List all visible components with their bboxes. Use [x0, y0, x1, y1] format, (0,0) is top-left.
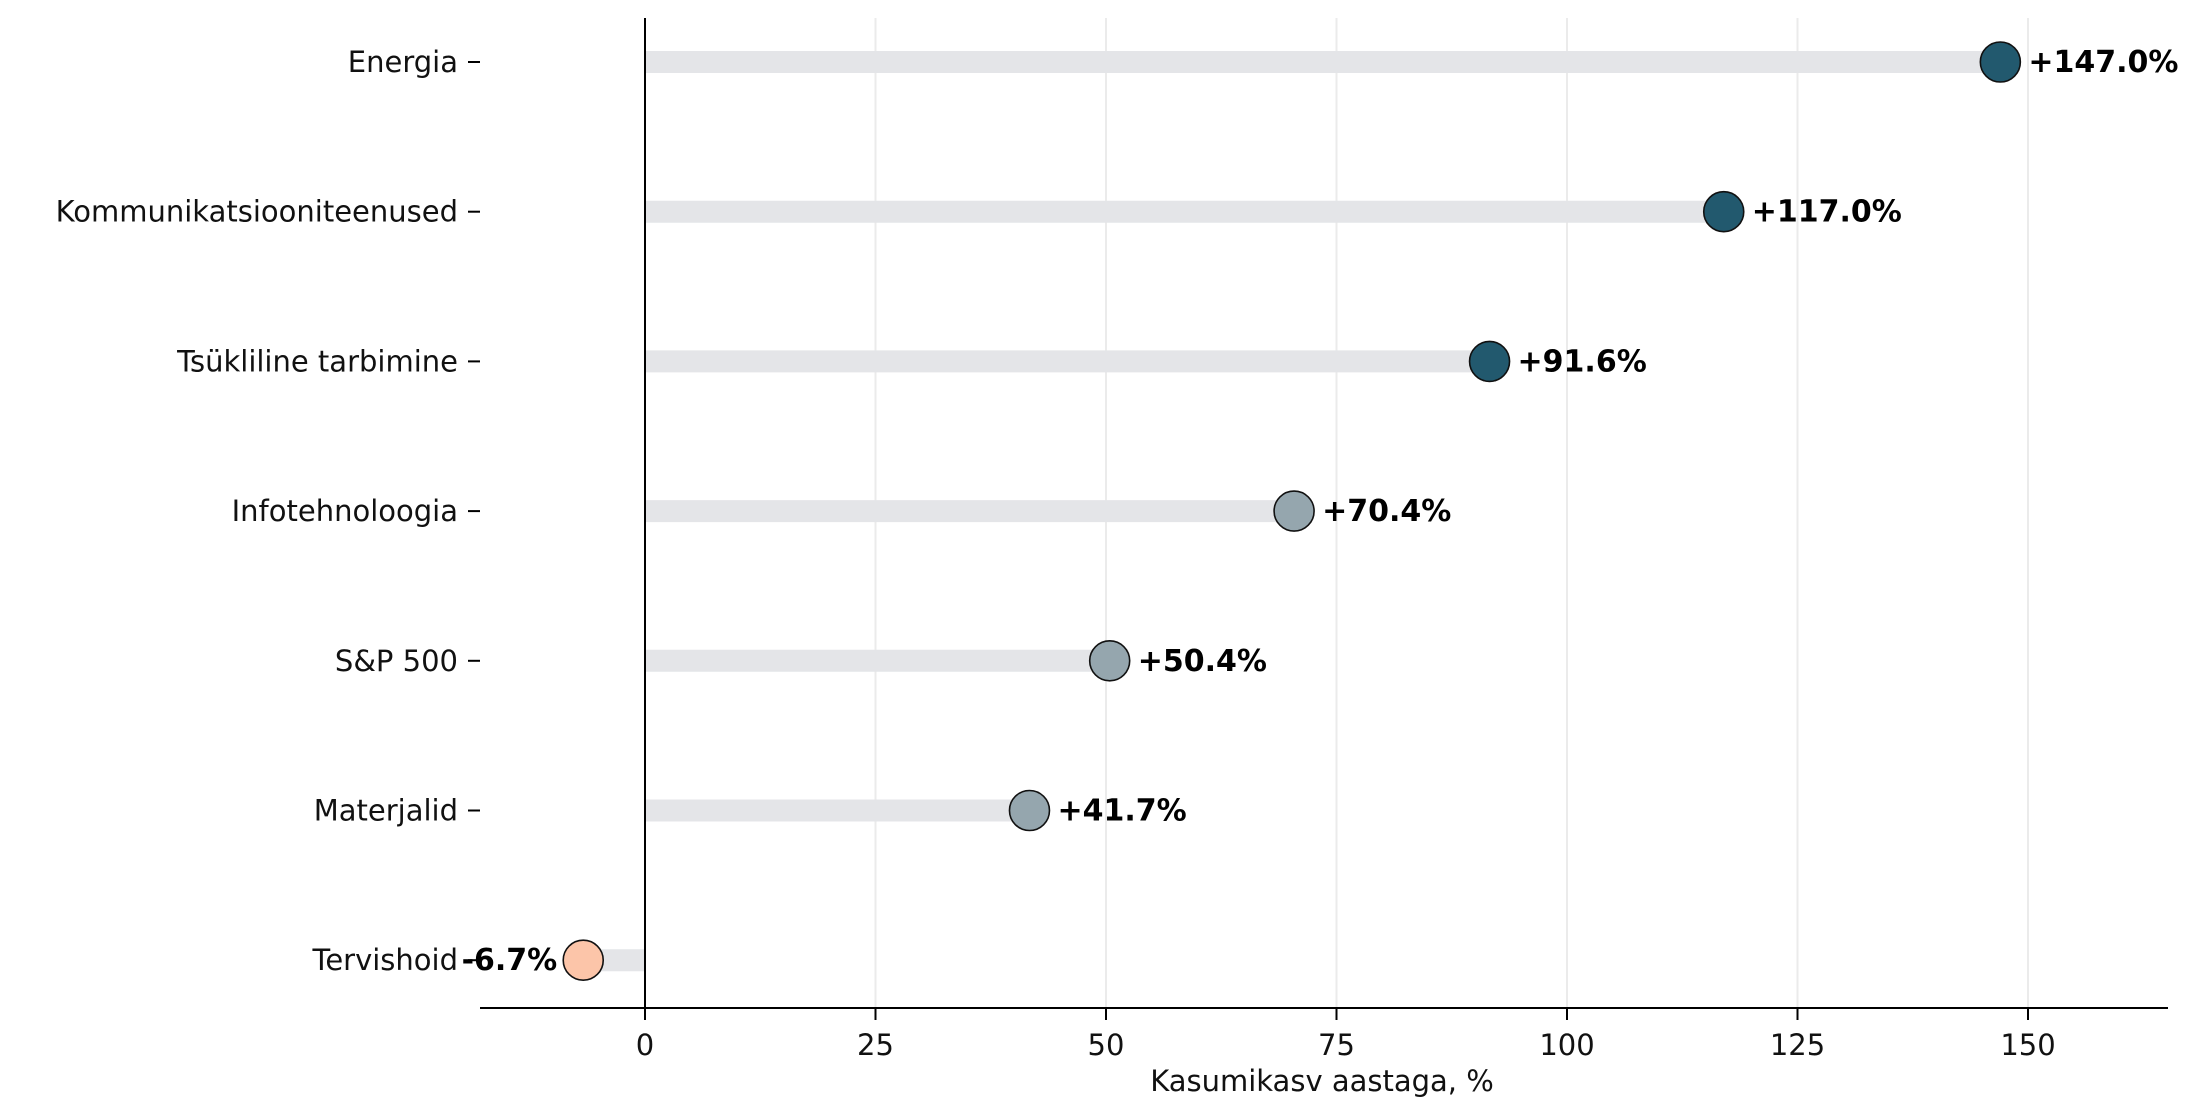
point-materjalid [1008, 789, 1051, 832]
value-label-kommunikatsiooniteenused: +117.0% [1752, 195, 1902, 230]
point-energia [1979, 41, 2022, 83]
point-kommunikatsiooniteenused [1702, 190, 1745, 233]
x-tick-label-25: 25 [857, 1028, 894, 1062]
x-axis-title: Kasumikasv aastaga, % [1150, 1064, 1494, 1098]
value-label-tervishoid: -6.7% [462, 943, 558, 978]
x-tick-label-0: 0 [636, 1028, 654, 1062]
point-infotehnoloogia [1273, 490, 1315, 532]
value-label-energia: +147.0% [2028, 45, 2178, 80]
x-tick-label-75: 75 [1318, 1028, 1355, 1062]
track-layer [583, 51, 2001, 972]
category-label-s-p-500: S&P 500 [335, 644, 458, 678]
label-layer: Energia +147.0% Kommunikatsiooniteenused +1… [56, 45, 2179, 1062]
point-layer [562, 41, 2022, 982]
category-label-kommunikatsiooniteenused: Kommunikatsiooniteenused [56, 195, 458, 229]
grid-layer [874, 18, 2029, 1008]
value-label-materjalid: +41.7% [1057, 794, 1186, 829]
category-label-infotehnoloogia: Infotehnoloogia [232, 494, 458, 528]
value-label-infotehnoloogia: +70.4% [1322, 494, 1451, 529]
category-label-tervishoid: Tervishoid [312, 943, 458, 977]
point-s-p-500 [1088, 639, 1131, 682]
value-label-s-p-500: +50.4% [1138, 644, 1267, 679]
x-tick-label-100: 100 [1539, 1028, 1594, 1062]
point-ts-kliline-tarbimine [1468, 340, 1511, 383]
value-label-ts-kliline-tarbimine: +91.6% [1518, 344, 1647, 379]
category-label-energia: Energia [348, 45, 458, 79]
point-tervishoid [562, 939, 605, 982]
category-label-materjalid: Materjalid [314, 794, 458, 828]
x-tick-label-50: 50 [1088, 1028, 1125, 1062]
axis-layer [468, 18, 2168, 1020]
x-tick-label-150: 150 [2000, 1028, 2055, 1062]
x-tick-label-125: 125 [1770, 1028, 1825, 1062]
category-label-ts-kliline-tarbimine: Tsükliline tarbimine [176, 344, 458, 378]
